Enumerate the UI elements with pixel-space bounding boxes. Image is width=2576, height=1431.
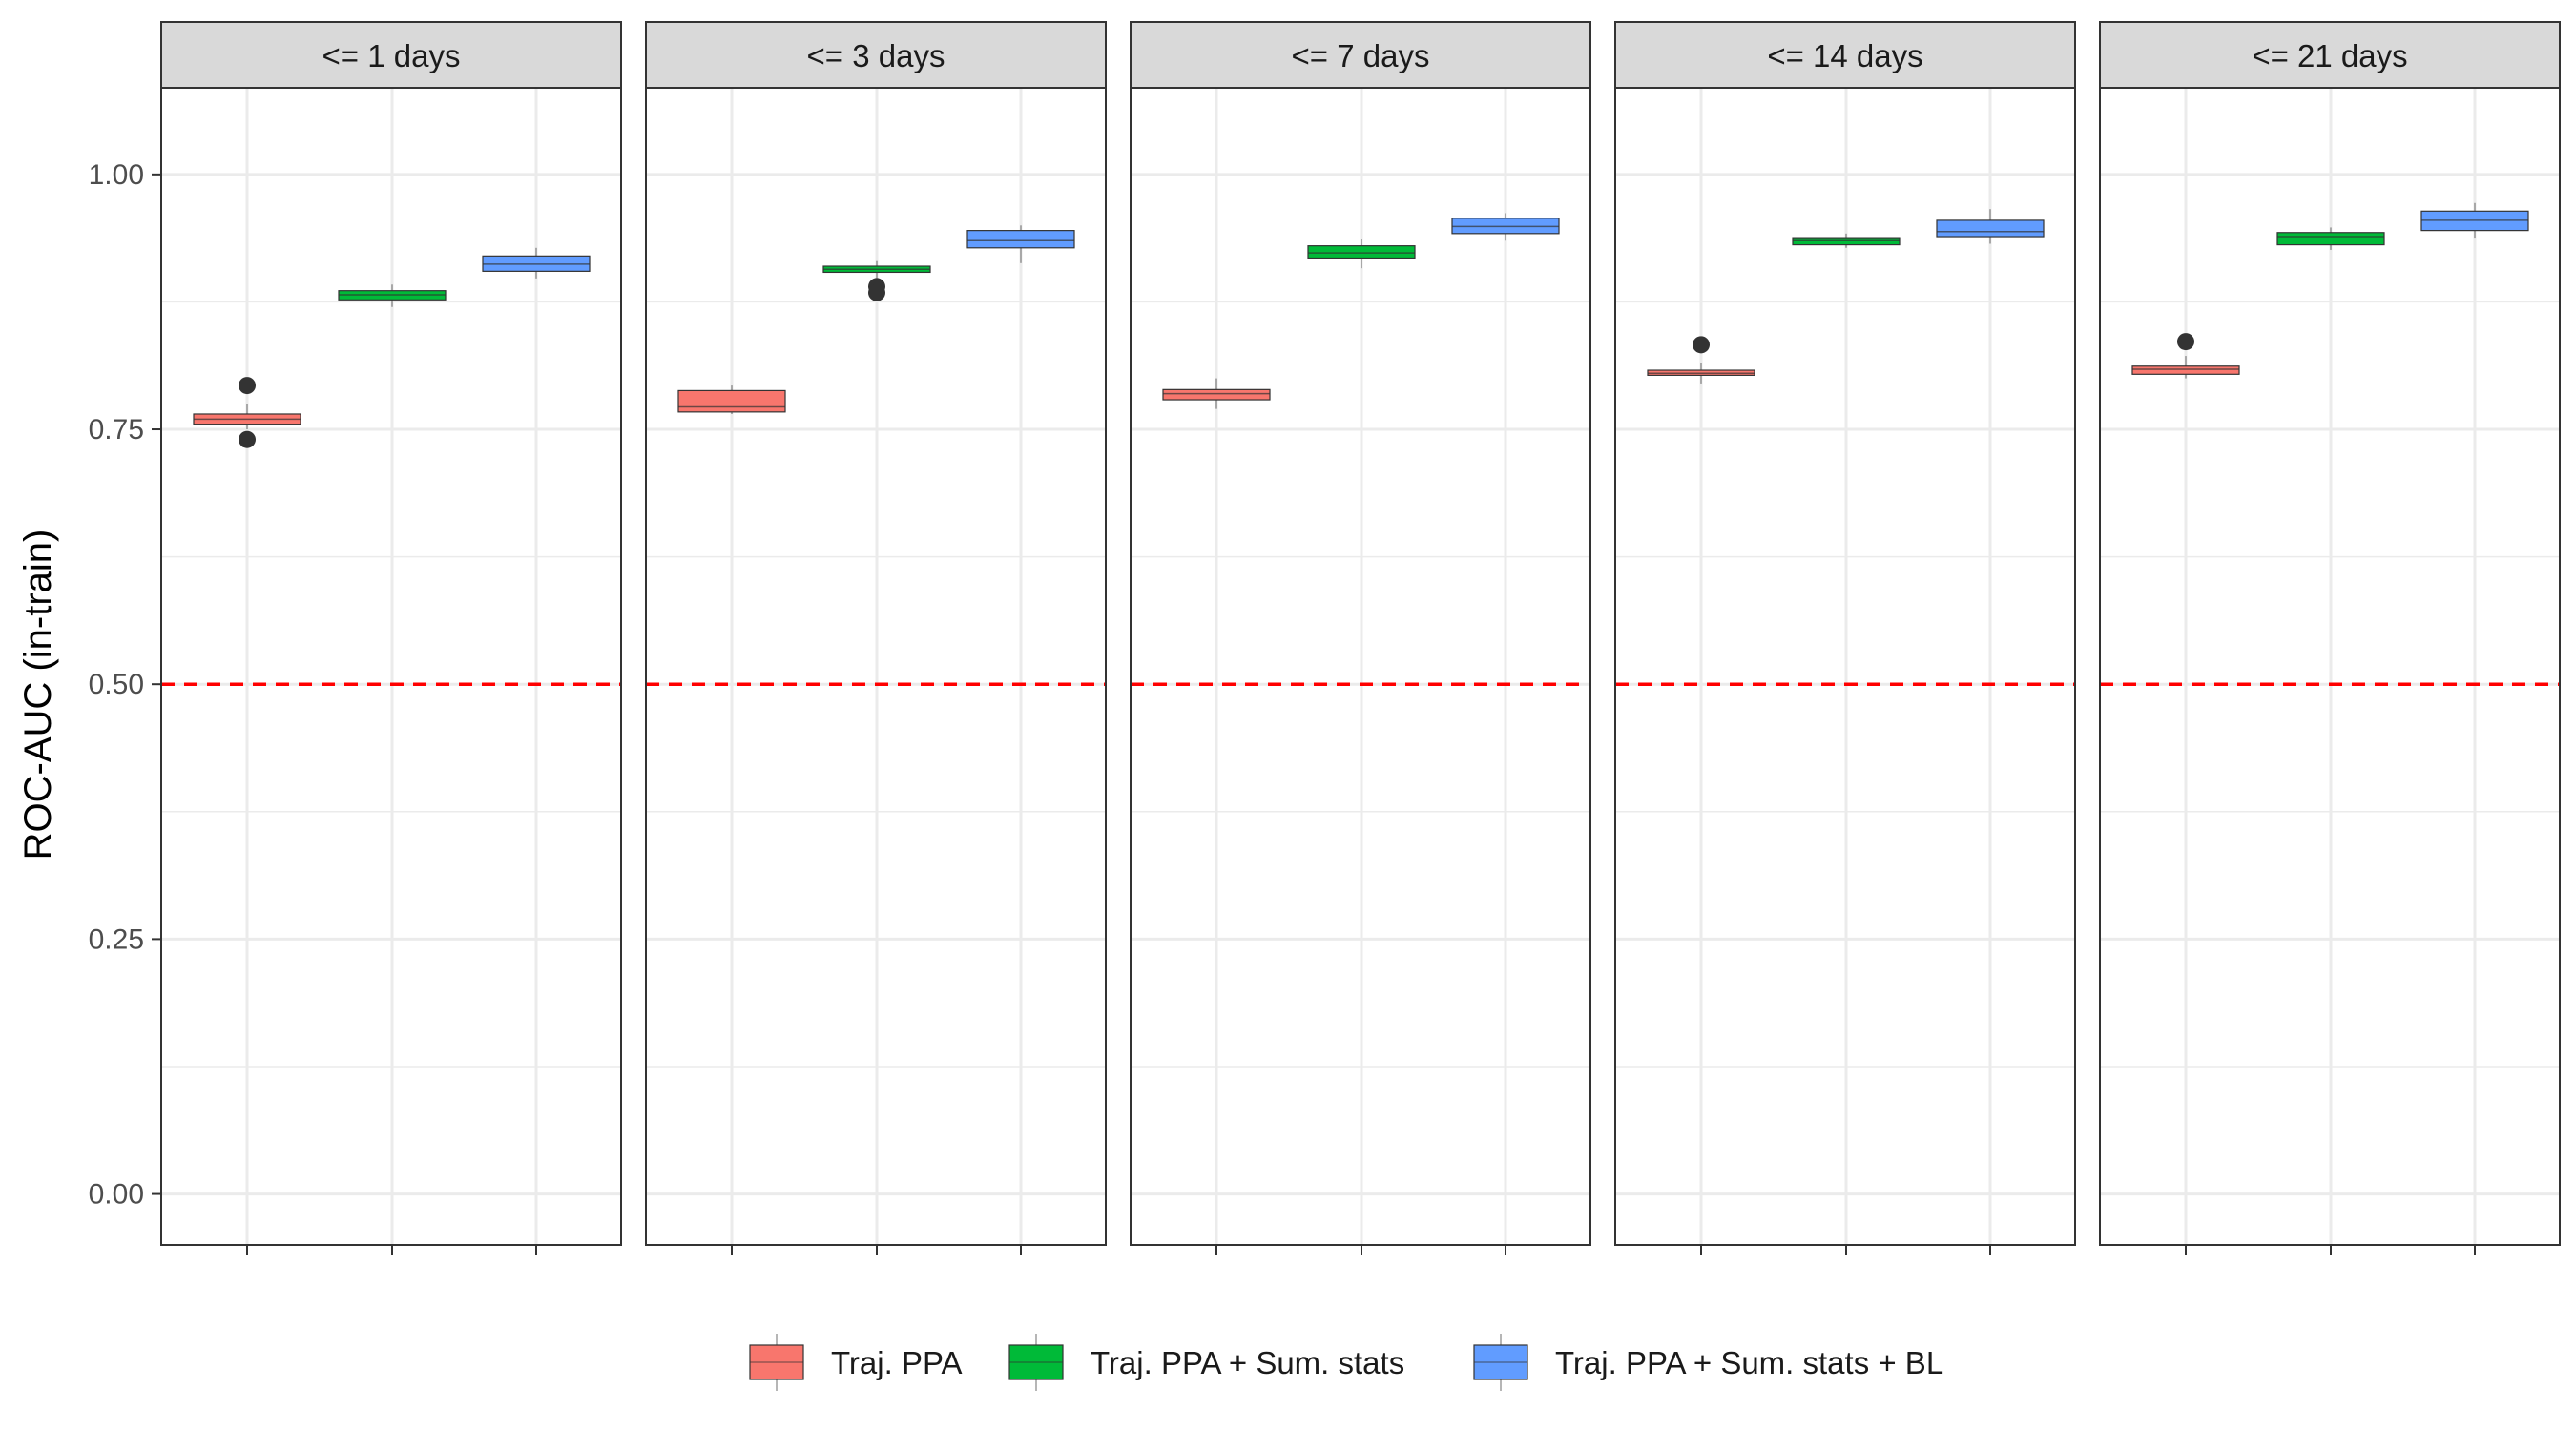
facet-panels: <= 1 days <= 3 days <= 7 days <= 14 days <= … [160, 21, 2561, 1255]
y-tick-label: 0.50 [89, 669, 144, 700]
boxplot [193, 377, 301, 448]
legend-item: Traj. PPA + Sum. stats + BL [1473, 1334, 1943, 1391]
boxplot [1307, 238, 1416, 269]
boxplot [1647, 336, 1755, 384]
outlier-point [2177, 333, 2194, 351]
facet-panel: <= 1 days [160, 21, 622, 1255]
box-body [2276, 232, 2385, 246]
boxplot [1162, 378, 1271, 409]
boxplot [2420, 202, 2529, 238]
y-axis-label: ROC-AUC (in-train) [17, 529, 59, 861]
facet-strip-label: <= 21 days [2252, 38, 2407, 73]
facet-strip-label: <= 3 days [807, 38, 945, 73]
boxplot [1451, 213, 1560, 241]
facet-strip-label: <= 1 days [322, 38, 461, 73]
box-body [1307, 245, 1416, 259]
outlier-point [868, 283, 885, 301]
y-tick-label: 0.25 [89, 923, 144, 955]
facet-strip [645, 21, 1107, 89]
boxplot [2276, 227, 2385, 250]
facet-panel: <= 7 days [1130, 21, 1591, 1255]
outlier-point [239, 377, 256, 395]
facet-panel: <= 3 days [645, 21, 1107, 1255]
facet-panel: <= 21 days [2099, 21, 2561, 1255]
facet-strip [1130, 21, 1591, 89]
outlier-point [1693, 336, 1710, 354]
legend-label: Traj. PPA [831, 1345, 963, 1380]
legend-label: Traj. PPA + Sum. stats [1091, 1345, 1404, 1380]
boxplot [822, 260, 931, 301]
facet-strip [160, 21, 622, 89]
box-body [1936, 219, 2045, 238]
facet-strip-label: <= 7 days [1292, 38, 1430, 73]
legend-label: Traj. PPA + Sum. stats + BL [1555, 1345, 1943, 1380]
boxplot [966, 225, 1075, 263]
box-body [966, 230, 1075, 249]
legend-item: Traj. PPA + Sum. stats [1008, 1334, 1404, 1391]
box-body [1162, 388, 1271, 401]
facet-strip-label: <= 14 days [1767, 38, 1922, 73]
box-body [2131, 365, 2240, 375]
boxplot [482, 247, 591, 279]
y-tick-label: 0.75 [89, 414, 144, 446]
y-axis: 0.00 0.25 0.50 0.75 1.00 [89, 159, 161, 1211]
boxplot [677, 385, 786, 414]
boxplot [2131, 333, 2240, 379]
legend: Traj. PPA Traj. PPA + Sum. stats Traj. PPA… [749, 1334, 1943, 1391]
boxplot [1792, 233, 1901, 248]
facet-strip [2099, 21, 2561, 89]
y-tick-label: 0.00 [89, 1179, 144, 1211]
legend-item: Traj. PPA [749, 1334, 963, 1391]
boxplot [338, 284, 447, 307]
facet-panel: <= 14 days [1614, 21, 2076, 1255]
y-tick-label: 1.00 [89, 159, 144, 191]
box-body [677, 389, 786, 413]
outlier-point [239, 430, 256, 448]
boxplot [1936, 209, 2045, 244]
